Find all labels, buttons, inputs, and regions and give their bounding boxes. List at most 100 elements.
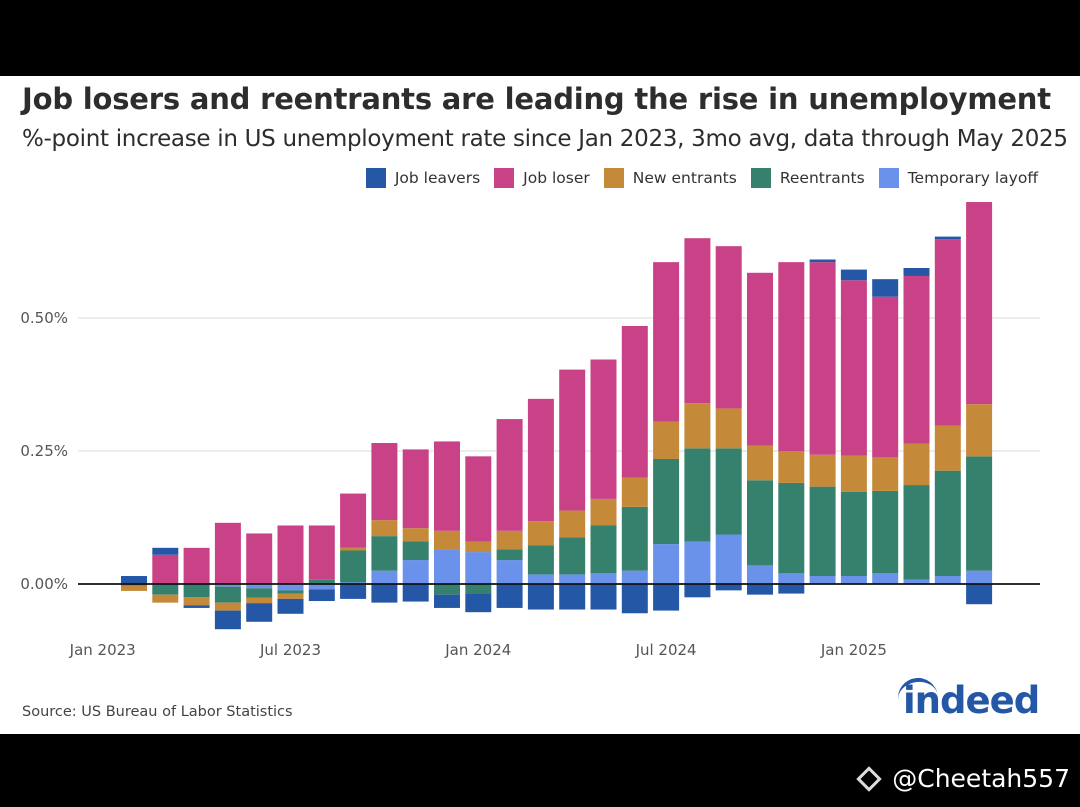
bar-segment-job-loser[interactable]	[809, 262, 836, 455]
bar-segment-job-loser[interactable]	[840, 280, 867, 456]
bar-segment-job-leavers[interactable]	[872, 279, 899, 297]
bar-segment-temporary-layoff[interactable]	[496, 560, 523, 584]
bar-segment-new-entrants[interactable]	[809, 454, 836, 487]
bar-segment-job-leavers[interactable]	[966, 584, 993, 605]
bar-segment-job-leavers[interactable]	[590, 584, 617, 610]
bar-segment-job-leavers[interactable]	[934, 236, 961, 240]
bar-segment-job-leavers[interactable]	[402, 584, 429, 602]
bar-segment-job-leavers[interactable]	[653, 584, 680, 611]
bar-segment-job-leavers[interactable]	[121, 576, 147, 584]
bar-segment-new-entrants[interactable]	[559, 510, 586, 538]
bar-segment-job-leavers[interactable]	[308, 589, 335, 602]
bar-segment-job-loser[interactable]	[308, 525, 335, 580]
bar-segment-job-loser[interactable]	[402, 449, 429, 529]
bar-segment-reentrants[interactable]	[402, 541, 429, 561]
bar-segment-job-leavers[interactable]	[371, 584, 398, 603]
bar-segment-new-entrants[interactable]	[402, 528, 429, 542]
bar-segment-reentrants[interactable]	[872, 490, 899, 574]
bar-segment-reentrants[interactable]	[653, 458, 680, 545]
bar-segment-job-loser[interactable]	[559, 369, 586, 511]
bar-segment-new-entrants[interactable]	[371, 520, 398, 537]
bar-segment-job-loser[interactable]	[277, 525, 304, 584]
bar-segment-temporary-layoff[interactable]	[621, 570, 648, 584]
bar-segment-new-entrants[interactable]	[653, 421, 680, 459]
bar-segment-job-loser[interactable]	[183, 547, 210, 584]
bar-segment-reentrants[interactable]	[434, 584, 460, 595]
bar-segment-reentrants[interactable]	[747, 480, 773, 566]
bar-segment-temporary-layoff[interactable]	[465, 552, 492, 584]
bar-segment-job-leavers[interactable]	[903, 267, 930, 276]
bar-segment-temporary-layoff[interactable]	[872, 573, 899, 584]
bar-segment-reentrants[interactable]	[246, 588, 273, 598]
bar-segment-temporary-layoff[interactable]	[527, 574, 554, 584]
bar-segment-job-leavers[interactable]	[715, 584, 742, 591]
bar-segment-job-loser[interactable]	[778, 262, 805, 451]
bar-segment-reentrants[interactable]	[934, 470, 961, 577]
bar-segment-reentrants[interactable]	[559, 537, 586, 575]
bar-segment-new-entrants[interactable]	[966, 404, 993, 457]
bar-segment-reentrants[interactable]	[966, 456, 993, 571]
legend-item-reentrants[interactable]: Reentrants	[750, 168, 865, 188]
bar-segment-new-entrants[interactable]	[747, 445, 773, 481]
bar-segment-temporary-layoff[interactable]	[715, 534, 742, 584]
bar-segment-temporary-layoff[interactable]	[308, 584, 335, 590]
legend-item-job-loser[interactable]: Job loser	[494, 168, 590, 188]
bar-segment-reentrants[interactable]	[527, 545, 554, 575]
bar-segment-reentrants[interactable]	[308, 579, 335, 584]
bar-segment-new-entrants[interactable]	[715, 408, 742, 449]
legend-item-job-leavers[interactable]: Job leavers	[365, 168, 480, 188]
bar-segment-temporary-layoff[interactable]	[840, 576, 867, 584]
bar-segment-job-leavers[interactable]	[621, 584, 648, 614]
bar-segment-temporary-layoff[interactable]	[809, 576, 836, 584]
bar-segment-temporary-layoff[interactable]	[371, 570, 398, 584]
bar-segment-new-entrants[interactable]	[778, 451, 805, 483]
bar-segment-job-loser[interactable]	[590, 359, 617, 499]
bar-segment-reentrants[interactable]	[684, 448, 711, 542]
bar-segment-reentrants[interactable]	[183, 584, 210, 598]
bar-segment-job-leavers[interactable]	[434, 594, 460, 608]
legend-item-new-entrants[interactable]: New entrants	[603, 168, 737, 188]
bar-segment-new-entrants[interactable]	[840, 455, 867, 492]
bar-segment-reentrants[interactable]	[214, 586, 241, 603]
bar-segment-job-leavers[interactable]	[152, 547, 179, 555]
bar-segment-job-leavers[interactable]	[183, 605, 210, 608]
bar-segment-job-loser[interactable]	[214, 522, 241, 584]
bar-segment-new-entrants[interactable]	[246, 597, 273, 604]
bar-segment-job-loser[interactable]	[621, 325, 648, 478]
bar-segment-job-loser[interactable]	[872, 296, 899, 458]
bar-segment-new-entrants[interactable]	[183, 597, 210, 606]
bar-segment-temporary-layoff[interactable]	[402, 560, 429, 584]
bar-segment-reentrants[interactable]	[340, 550, 367, 583]
bar-segment-job-leavers[interactable]	[809, 259, 836, 263]
bar-segment-reentrants[interactable]	[465, 584, 492, 594]
bar-segment-job-loser[interactable]	[496, 419, 523, 531]
bar-segment-job-loser[interactable]	[684, 238, 711, 404]
bar-segment-job-loser[interactable]	[747, 272, 773, 446]
bar-segment-reentrants[interactable]	[715, 448, 742, 535]
bar-segment-temporary-layoff[interactable]	[214, 584, 241, 587]
bar-segment-new-entrants[interactable]	[872, 457, 899, 491]
bar-segment-job-leavers[interactable]	[340, 584, 367, 599]
bar-segment-job-loser[interactable]	[152, 554, 179, 584]
bar-segment-job-leavers[interactable]	[527, 584, 554, 610]
bar-segment-job-loser[interactable]	[246, 533, 273, 584]
bar-segment-temporary-layoff[interactable]	[747, 565, 773, 584]
bar-segment-reentrants[interactable]	[903, 485, 930, 580]
bar-segment-job-loser[interactable]	[934, 239, 961, 426]
bar-segment-new-entrants[interactable]	[621, 477, 648, 507]
bar-segment-reentrants[interactable]	[590, 525, 617, 574]
bar-segment-job-loser[interactable]	[653, 262, 680, 422]
bar-segment-job-leavers[interactable]	[214, 610, 241, 630]
bar-segment-job-leavers[interactable]	[465, 593, 492, 613]
bar-segment-reentrants[interactable]	[277, 590, 304, 594]
bar-segment-job-leavers[interactable]	[246, 603, 273, 622]
bar-segment-temporary-layoff[interactable]	[653, 544, 680, 584]
bar-segment-new-entrants[interactable]	[152, 594, 179, 603]
bar-segment-reentrants[interactable]	[152, 584, 179, 595]
bar-segment-new-entrants[interactable]	[121, 585, 147, 591]
bar-segment-temporary-layoff[interactable]	[903, 579, 930, 584]
bar-segment-new-entrants[interactable]	[434, 530, 460, 550]
bar-segment-reentrants[interactable]	[371, 536, 398, 571]
bar-segment-new-entrants[interactable]	[590, 498, 617, 526]
bar-segment-job-loser[interactable]	[903, 275, 930, 444]
